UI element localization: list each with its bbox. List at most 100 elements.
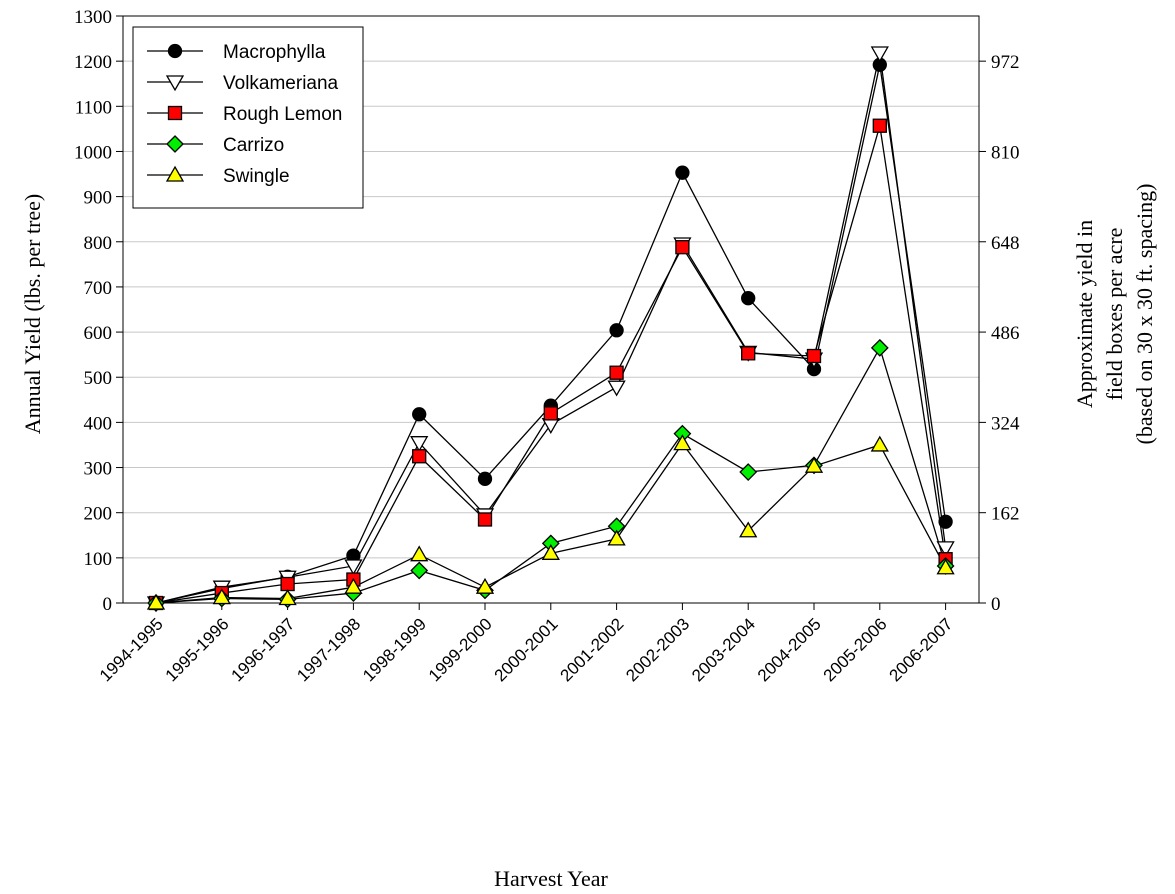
x-tick-label: 2006-2007	[885, 614, 956, 685]
series-points-swingle	[146, 434, 955, 610]
y-tick-label: 900	[84, 188, 113, 209]
legend-marker-swingle	[165, 165, 185, 182]
data-point-swingle	[673, 434, 692, 451]
data-point-volkameriana	[410, 436, 429, 453]
x-tick-label: 1999-2000	[425, 614, 496, 685]
x-tick-label: 2004-2005	[754, 614, 825, 685]
legend: Macrophylla Volkameriana Rough Lemon Carriz…	[132, 26, 364, 209]
x-tick-label: 2002-2003	[622, 614, 693, 685]
data-point-rough-lemon	[675, 240, 690, 255]
legend-item-volkameriana: Volkameriana	[147, 73, 339, 94]
data-point-macrophylla	[477, 471, 493, 486]
data-point-rough-lemon	[872, 118, 887, 133]
x-tick-label: 2003-2004	[688, 614, 759, 685]
x-tick-label: 1994-1995	[96, 614, 167, 685]
series-points-carrizo	[147, 338, 955, 612]
data-point-swingle	[344, 577, 363, 594]
y-tick-label: 700	[84, 278, 113, 299]
legend-label: Carrizo	[223, 135, 284, 156]
data-point-carrizo	[870, 338, 889, 357]
right-axis-ticks: 0 162 324 486 648 810 972	[979, 52, 1020, 615]
data-point-volkameriana	[936, 541, 955, 558]
legend-item-rough-lemon: Rough Lemon	[147, 104, 342, 125]
data-point-rough-lemon	[806, 348, 822, 364]
data-point-rough-lemon	[741, 346, 756, 361]
left-axis-ticks: 0 100 200 300 400 500 600 700 800 900 1000 1100 1200…	[74, 7, 123, 615]
y2-tick-label: 810	[991, 142, 1020, 163]
y2-axis-label-line-3: (based on 30 x 30 ft. spacing)	[1132, 184, 1157, 445]
y-tick-label: 200	[84, 504, 113, 525]
y-tick-label: 1100	[75, 97, 112, 118]
x-tick-label: 2001-2002	[556, 614, 627, 685]
data-point-macrophylla	[609, 323, 624, 338]
data-point-macrophylla	[412, 407, 427, 422]
data-point-volkameriana	[607, 380, 626, 397]
legend-marker-carrizo	[166, 135, 184, 153]
data-point-swingle	[146, 593, 166, 610]
data-point-volkameriana	[870, 46, 889, 63]
data-point-swingle	[739, 521, 758, 538]
y-tick-label: 1200	[74, 52, 112, 73]
y-tick-label: 600	[84, 323, 113, 344]
x-axis-label: Harvest Year	[494, 866, 608, 891]
data-point-swingle	[607, 529, 626, 546]
data-point-volkameriana	[541, 417, 560, 434]
data-point-macrophylla	[938, 514, 953, 529]
y-axis-label: Annual Yield (lbs. per tree)	[20, 194, 45, 435]
x-tick-label: 1997-1998	[293, 614, 364, 685]
y-tick-label: 500	[84, 368, 113, 389]
data-point-rough-lemon	[412, 449, 427, 464]
y2-axis-label: Approximate yield in field boxes per acr…	[1072, 184, 1157, 445]
data-point-swingle	[870, 435, 889, 452]
legend-item-macrophylla: Macrophylla	[147, 42, 326, 63]
legend-label: Rough Lemon	[223, 104, 342, 125]
y2-tick-label: 0	[991, 594, 1001, 615]
y-tick-label: 400	[84, 413, 113, 434]
y2-tick-label: 648	[991, 233, 1020, 254]
data-point-macrophylla	[741, 291, 756, 306]
data-point-swingle	[541, 544, 560, 560]
data-point-macrophylla	[675, 165, 690, 180]
x-tick-label: 1995-1996	[162, 614, 233, 685]
series-group	[146, 46, 955, 613]
data-point-rough-lemon	[477, 512, 493, 527]
x-tick-label: 2005-2006	[820, 614, 891, 685]
data-point-swingle	[410, 545, 429, 562]
legend-item-carrizo: Carrizo	[147, 135, 284, 156]
y2-tick-label: 972	[991, 52, 1020, 73]
data-point-swingle	[212, 588, 231, 605]
data-point-volkameriana	[344, 559, 363, 576]
data-point-swingle	[936, 558, 955, 575]
y-tick-label: 1300	[74, 7, 112, 28]
y2-axis-label-line-2: field boxes per acre	[1102, 228, 1127, 401]
data-point-carrizo	[410, 561, 429, 580]
data-point-swingle	[278, 589, 297, 606]
y2-axis-label-line-1: Approximate yield in	[1072, 220, 1097, 408]
y-tick-label: 0	[103, 594, 113, 615]
legend-marker-volkameriana	[165, 75, 185, 92]
x-axis-ticks: 1994-19951995-19961996-19971997-19981998…	[96, 603, 956, 685]
legend-label: Volkameriana	[223, 73, 339, 94]
x-tick-label: 2000-2001	[491, 614, 562, 685]
x-tick-label: 1998-1999	[359, 614, 430, 685]
legend-marker-rough-lemon	[167, 105, 183, 121]
y-tick-label: 100	[84, 549, 113, 570]
data-point-carrizo	[739, 463, 758, 481]
legend-marker-macrophylla	[167, 43, 183, 59]
y2-tick-label: 162	[991, 504, 1020, 525]
y-tick-label: 1000	[74, 142, 112, 163]
data-point-swingle	[804, 456, 824, 473]
y-tick-label: 800	[84, 233, 113, 254]
data-point-rough-lemon	[543, 406, 558, 421]
legend-label: Macrophylla	[223, 42, 326, 63]
legend-item-swingle: Swingle	[147, 165, 290, 187]
data-point-rough-lemon	[280, 576, 295, 592]
y-tick-label: 300	[84, 459, 113, 480]
y2-tick-label: 486	[991, 323, 1020, 344]
series-carrizo	[155, 346, 947, 604]
data-point-swingle	[475, 577, 495, 594]
legend-label: Swingle	[223, 166, 290, 187]
y2-tick-label: 324	[991, 413, 1020, 434]
data-point-rough-lemon	[609, 365, 624, 380]
